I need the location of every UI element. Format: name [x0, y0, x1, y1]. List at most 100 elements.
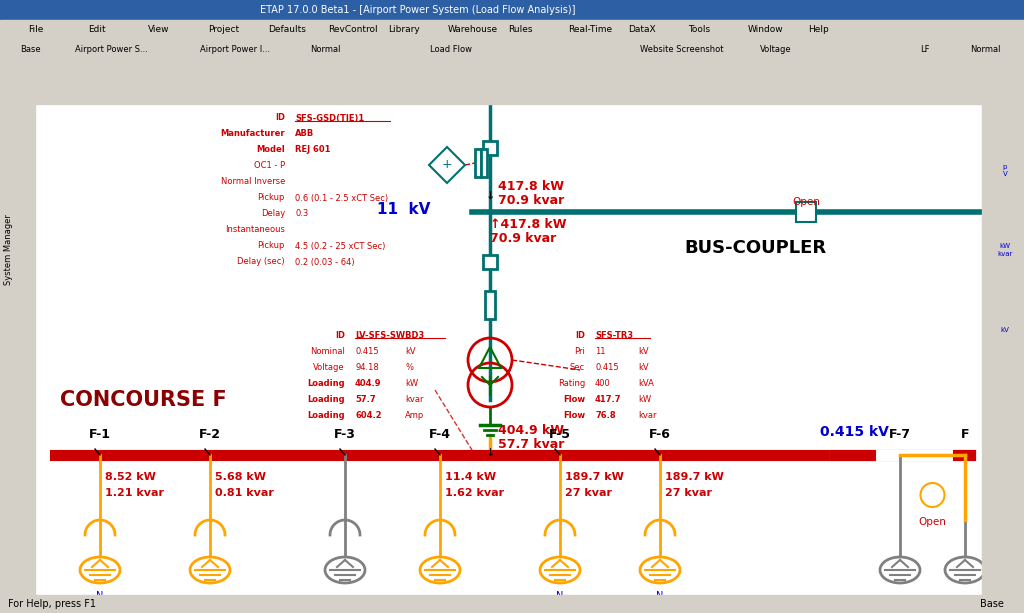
Text: Loading: Loading: [307, 378, 345, 387]
Text: Window: Window: [748, 25, 783, 34]
Text: ETAP 17.0.0 Beta1 - [Airport Power System (Load Flow Analysis)]: ETAP 17.0.0 Beta1 - [Airport Power Syste…: [260, 5, 575, 15]
Text: N: N: [656, 591, 664, 601]
Text: 76.8: 76.8: [595, 411, 615, 419]
Bar: [796, 202, 816, 222]
Text: Loading: Loading: [307, 395, 345, 403]
Text: Amp: Amp: [406, 411, 424, 419]
Text: 417.8 kW: 417.8 kW: [498, 180, 564, 192]
Bar: [988, 82, 1024, 602]
Bar: [0, 82, 1024, 104]
Text: OC1 - P: OC1 - P: [254, 161, 285, 170]
Bar: [483, 141, 497, 155]
Text: 11: 11: [595, 346, 605, 356]
Bar: [481, 149, 487, 177]
Circle shape: [921, 483, 944, 507]
Text: 0.415 kV: 0.415 kV: [820, 425, 889, 439]
Text: Nominal: Nominal: [310, 346, 345, 356]
Text: 400: 400: [595, 378, 610, 387]
Text: 11  kV: 11 kV: [377, 202, 430, 218]
Text: Model: Model: [256, 145, 285, 154]
Text: 1.21 kvar: 1.21 kvar: [105, 488, 164, 498]
Text: RevControl: RevControl: [328, 25, 378, 34]
Text: ABB: ABB: [295, 129, 314, 139]
Text: 189.7 kW: 189.7 kW: [565, 472, 624, 482]
Text: Flow: Flow: [563, 395, 585, 403]
Text: 57.7 kvar: 57.7 kvar: [498, 438, 564, 451]
Text: SFS-TR3: SFS-TR3: [595, 330, 633, 340]
Bar: [0, 0, 1024, 20]
Text: kvar: kvar: [638, 411, 656, 419]
Text: ↓: ↓: [485, 191, 495, 201]
Text: LV-SFS-SWBD3: LV-SFS-SWBD3: [355, 330, 424, 340]
Text: Warehouse: Warehouse: [449, 25, 498, 34]
Bar: [982, 82, 988, 595]
Text: ID: ID: [575, 330, 585, 340]
Text: Instantaneous: Instantaneous: [225, 226, 285, 235]
Text: Edit: Edit: [88, 25, 105, 34]
Text: CONCOURSE F: CONCOURSE F: [60, 390, 226, 410]
Bar: [0, 82, 35, 602]
Text: REJ 601: REJ 601: [295, 145, 331, 154]
Text: 70.9 kvar: 70.9 kvar: [490, 232, 556, 245]
Text: 0.415: 0.415: [595, 362, 618, 371]
Text: 27 kvar: 27 kvar: [665, 488, 712, 498]
Text: Airport Power I...: Airport Power I...: [200, 45, 270, 53]
Text: p
V: p V: [1002, 164, 1008, 177]
Text: Voltage: Voltage: [313, 362, 345, 371]
Text: kvar: kvar: [406, 395, 424, 403]
Text: kW: kW: [638, 395, 651, 403]
Text: Manufacturer: Manufacturer: [220, 129, 285, 139]
Text: 11.4 kW: 11.4 kW: [445, 472, 496, 482]
Bar: [485, 291, 495, 319]
Text: 0.3: 0.3: [295, 210, 308, 218]
Text: Rules: Rules: [508, 25, 532, 34]
Text: F: F: [961, 428, 970, 441]
Text: 27 kvar: 27 kvar: [565, 488, 612, 498]
Text: ID: ID: [335, 330, 345, 340]
Text: For Help, press F1: For Help, press F1: [8, 599, 96, 609]
Bar: [0, 60, 1024, 82]
Text: Defaults: Defaults: [268, 25, 306, 34]
Text: kW: kW: [406, 378, 418, 387]
Text: Help: Help: [808, 25, 828, 34]
Text: 404.9 kW: 404.9 kW: [498, 424, 564, 436]
Bar: [0, 595, 1024, 613]
Bar: [475, 149, 481, 177]
Text: Library: Library: [388, 25, 420, 34]
Text: DataX: DataX: [628, 25, 655, 34]
Bar: [982, 82, 988, 102]
Text: Pickup: Pickup: [258, 194, 285, 202]
Text: System Manager: System Manager: [4, 215, 13, 286]
Text: N: N: [556, 591, 563, 601]
Text: Normal Inverse: Normal Inverse: [220, 178, 285, 186]
Bar: [0, 38, 1024, 60]
Text: 0.2 (0.03 - 64): 0.2 (0.03 - 64): [295, 257, 354, 267]
Text: 0.415: 0.415: [355, 346, 379, 356]
Text: F-7: F-7: [889, 428, 911, 441]
Text: 70.9 kvar: 70.9 kvar: [498, 194, 564, 207]
Bar: [0, 82, 18, 602]
Text: 57.7: 57.7: [355, 395, 376, 403]
Text: Project: Project: [208, 25, 240, 34]
Text: 0.81 kvar: 0.81 kvar: [215, 488, 273, 498]
Text: F-4: F-4: [429, 428, 451, 441]
Text: Delay: Delay: [261, 210, 285, 218]
Text: kVA: kVA: [638, 378, 654, 387]
Text: F-1: F-1: [89, 428, 111, 441]
Text: kV: kV: [1000, 327, 1010, 333]
Text: Base: Base: [980, 599, 1004, 609]
Text: File: File: [28, 25, 43, 34]
Text: Loading: Loading: [307, 411, 345, 419]
Text: Base: Base: [20, 45, 41, 53]
Text: Pickup: Pickup: [258, 242, 285, 251]
Text: 189.7 kW: 189.7 kW: [665, 472, 724, 482]
Text: ↓: ↓: [485, 448, 495, 458]
Text: 94.18: 94.18: [355, 362, 379, 371]
Text: N: N: [96, 591, 103, 601]
Text: Website Screenshot: Website Screenshot: [640, 45, 724, 53]
Text: 1.62 kvar: 1.62 kvar: [445, 488, 504, 498]
Text: %: %: [406, 362, 413, 371]
Text: Sec: Sec: [570, 362, 585, 371]
Text: ↑417.8 kW: ↑417.8 kW: [490, 218, 566, 230]
Text: +: +: [441, 159, 453, 172]
